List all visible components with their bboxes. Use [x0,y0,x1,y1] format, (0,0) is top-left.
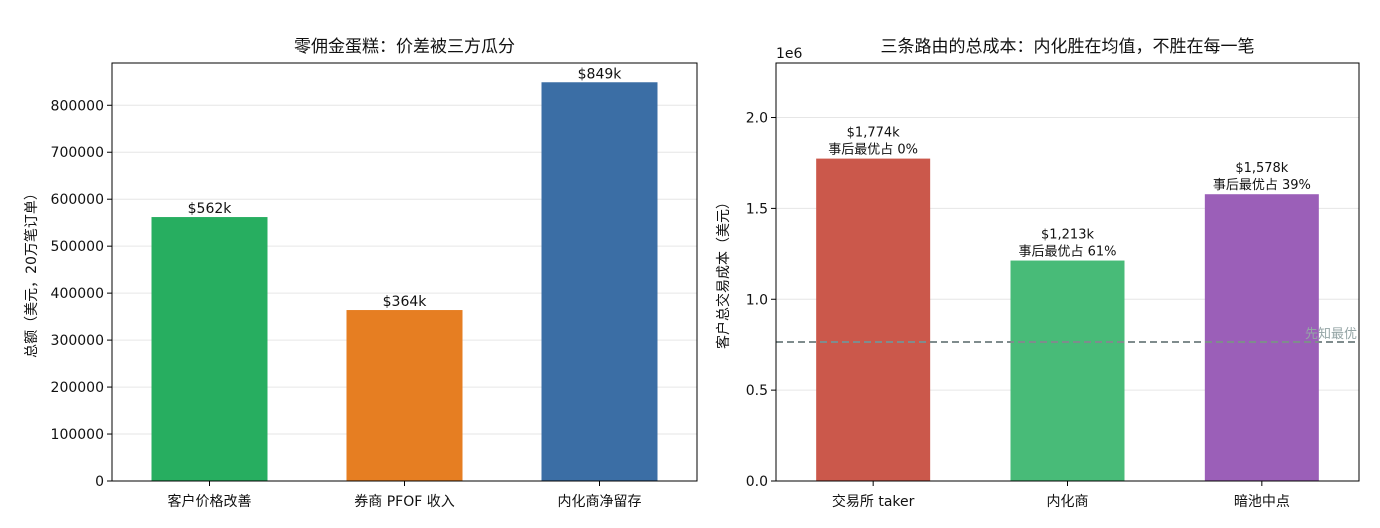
y-tick-label: 0.0 [746,474,768,490]
y-tick-label: 0.5 [746,383,768,399]
x-tick-label: 暗池中点 [1234,494,1290,510]
chart-title: 三条路由的总成本：内化胜在均值，不胜在每一笔 [881,37,1255,57]
y-tick-label: 0 [95,474,104,490]
y-tick-label: 200000 [51,380,104,396]
y-tick-label: 600000 [51,192,104,208]
data-label-value: $1,578k [1235,161,1288,176]
data-label: $364k [383,294,428,310]
chart-pie-split: $562k $364k $849k 0 100000 200000 300000 400000… [24,37,698,510]
bar-1 [151,217,268,481]
axis-multiplier: 1e6 [776,46,803,62]
data-label: $562k [188,201,233,217]
x-tick-label: 交易所 taker [832,493,915,510]
data-label-share: 事后最优占 0% [828,143,918,158]
reference-line-label: 先知最优 [1305,326,1357,342]
y-axis-label: 客户总交易成本（美元） [715,195,732,349]
bar-2 [346,310,463,481]
bar-3 [1204,194,1319,482]
y-tick-label: 500000 [51,239,104,255]
data-label-share: 事后最优占 61% [1018,245,1116,260]
y-tick-label: 700000 [51,145,104,161]
x-tick-label: 内化商净留存 [558,494,642,510]
data-label: $849k [578,66,623,82]
y-tick-label: 400000 [51,286,104,302]
x-tick-label: 客户价格改善 [168,493,252,510]
bar-1 [816,158,931,481]
y-tick-label: 1.0 [746,292,768,308]
data-label-value: $1,774k [847,126,900,141]
chart-route-cost: 先知最优 $1,774k 事后最优占 0% $1,213k 事后最优占 61% $1,57… [715,37,1360,510]
x-tick-label: 内化商 [1047,494,1089,510]
data-label-value: $1,213k [1041,228,1094,243]
x-tick-label: 券商 PFOF 收入 [354,494,454,510]
bar-2 [1010,260,1125,481]
y-tick-label: 2.0 [746,111,768,127]
chart-title: 零佣金蛋糕：价差被三方瓜分 [294,37,515,57]
y-tick-label: 100000 [51,427,104,443]
y-axis-label: 总额（美元，20万笔订单） [24,186,40,358]
bar-3 [541,82,658,482]
y-tick-label: 300000 [51,333,104,349]
y-tick-label: 1.5 [746,201,768,217]
y-tick-label: 800000 [51,98,104,114]
data-label-share: 事后最优占 39% [1213,178,1311,193]
